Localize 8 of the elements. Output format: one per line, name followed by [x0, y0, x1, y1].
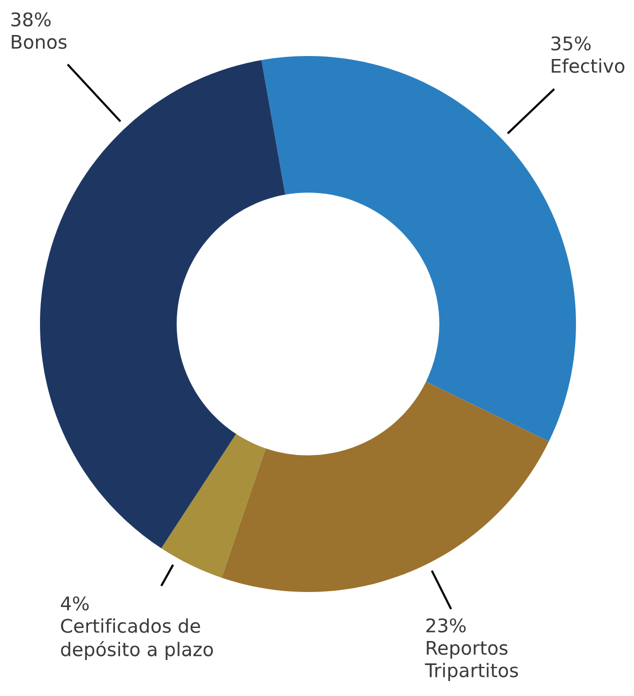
slice-label: Certificados de depósito a plazo [61, 618, 213, 660]
slice-label: Efectivo [552, 58, 624, 73]
slice-label: Bonos [12, 35, 67, 49]
data-label: 23% [426, 618, 466, 633]
data-label: 4% [60, 596, 89, 611]
data-label: 38% [11, 12, 51, 27]
slice-label: Reportos Tripartitos [424, 641, 518, 681]
data-label: 35% [551, 36, 591, 51]
